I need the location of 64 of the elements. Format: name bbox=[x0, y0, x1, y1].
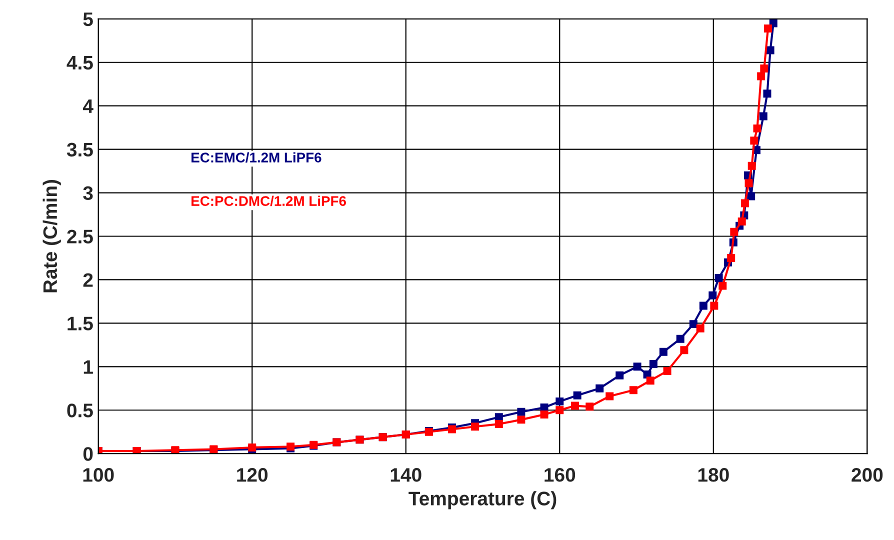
point bbox=[718, 282, 727, 290]
point bbox=[606, 392, 614, 400]
point bbox=[629, 386, 638, 394]
point bbox=[676, 334, 684, 343]
point bbox=[571, 402, 580, 410]
point bbox=[646, 376, 654, 385]
point bbox=[649, 360, 658, 368]
point bbox=[586, 402, 594, 411]
point bbox=[696, 324, 704, 332]
point bbox=[556, 397, 564, 406]
point bbox=[760, 64, 768, 72]
x-tick-label: 120 bbox=[237, 468, 268, 482]
point bbox=[759, 112, 768, 120]
y-tick-label: 0.5 bbox=[67, 404, 93, 418]
point bbox=[616, 371, 624, 380]
text: EC:PC:DMC/1.2M LiPF6 bbox=[192, 196, 346, 206]
point bbox=[573, 391, 582, 400]
x-tick-label: 160 bbox=[544, 468, 576, 482]
point bbox=[714, 274, 723, 282]
point bbox=[540, 410, 548, 418]
y-tick-label: 3.5 bbox=[66, 142, 93, 157]
point bbox=[727, 254, 736, 262]
y-tick-label: 3 bbox=[83, 186, 93, 200]
point bbox=[763, 90, 772, 98]
x-tick-label: 200 bbox=[852, 468, 883, 482]
point bbox=[494, 420, 503, 428]
point bbox=[748, 162, 756, 170]
point bbox=[699, 302, 708, 310]
point bbox=[663, 367, 672, 375]
point bbox=[596, 384, 604, 392]
y-tick-label: 2.5 bbox=[67, 230, 93, 244]
point bbox=[710, 302, 718, 310]
point bbox=[633, 362, 642, 371]
y-tick-label: 2 bbox=[83, 273, 93, 287]
point bbox=[740, 199, 749, 208]
point bbox=[680, 346, 688, 354]
point bbox=[757, 72, 766, 80]
point bbox=[471, 422, 480, 431]
y-tick-label: 1 bbox=[84, 360, 93, 374]
point bbox=[738, 217, 746, 226]
x-tick-label: 180 bbox=[698, 468, 729, 482]
x-axis-title: Temperature (C) bbox=[408, 491, 556, 510]
y-tick-label: 4 bbox=[82, 100, 94, 113]
y-tick-label: 1.5 bbox=[68, 316, 93, 330]
text: EC:EMC/1.2M LiPF6 bbox=[192, 152, 322, 163]
point bbox=[517, 416, 526, 424]
point bbox=[659, 348, 668, 356]
point bbox=[689, 320, 698, 328]
y-tick-label: 5 bbox=[83, 12, 93, 26]
point bbox=[708, 291, 717, 300]
point bbox=[730, 228, 738, 236]
point bbox=[764, 24, 772, 32]
point bbox=[750, 136, 758, 145]
point bbox=[753, 124, 762, 132]
x-tick-label: 140 bbox=[390, 468, 422, 482]
x-tick-label: 100 bbox=[83, 468, 114, 482]
y-axis-title: Rate (C/min) bbox=[42, 180, 61, 292]
point bbox=[766, 46, 774, 54]
point bbox=[744, 179, 753, 188]
point bbox=[517, 408, 526, 416]
y-tick-label: 4.5 bbox=[66, 56, 93, 70]
y-tick-label: 0 bbox=[83, 447, 93, 461]
point bbox=[747, 192, 756, 200]
point bbox=[556, 406, 564, 414]
